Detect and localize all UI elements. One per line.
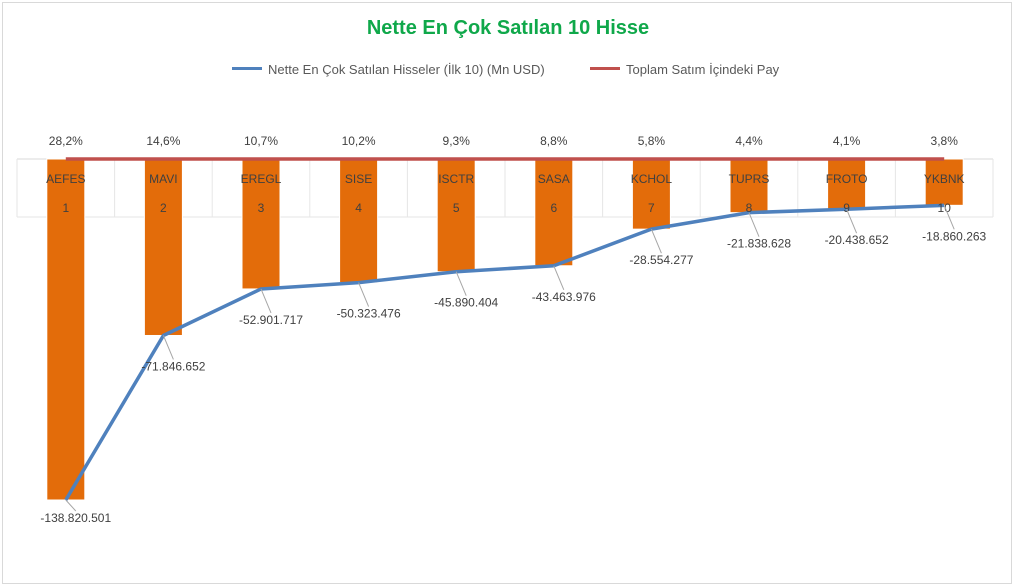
- leader-line: [748, 212, 760, 237]
- value-data-label: -20.438.652: [825, 233, 889, 247]
- leader-line: [943, 205, 955, 230]
- rank-label: 4: [355, 201, 362, 215]
- category-label: KCHOL: [631, 172, 673, 186]
- leader-line: [650, 228, 662, 254]
- legend-swatch-blue: [232, 67, 262, 71]
- share-data-label: 3,8%: [931, 134, 959, 148]
- value-data-label: -18.860.263: [922, 229, 986, 243]
- bar-tuprs: [729, 158, 769, 214]
- share-data-label: 8,8%: [540, 134, 568, 148]
- bar-aefes: [46, 158, 86, 501]
- legend: Nette En Çok Satılan Hisseler (İlk 10) (…: [0, 62, 1016, 80]
- legend-item-values: Nette En Çok Satılan Hisseler (İlk 10) (…: [232, 62, 545, 77]
- value-data-label: -43.463.976: [532, 290, 596, 304]
- category-label: SISE: [345, 172, 372, 186]
- value-data-label: -21.838.628: [727, 237, 791, 251]
- rank-label: 9: [843, 201, 850, 215]
- category-label: TUPRS: [729, 172, 770, 186]
- category-label: ISCTR: [438, 172, 474, 186]
- value-data-label: -28.554.277: [629, 253, 693, 267]
- share-data-label: 10,7%: [244, 134, 278, 148]
- share-data-label: 14,6%: [146, 134, 180, 148]
- category-label: EREGL: [241, 172, 282, 186]
- values-line: [64, 203, 945, 501]
- leader-line: [260, 288, 272, 314]
- bar-ykbnk: [924, 158, 964, 206]
- legend-swatch-red: [590, 67, 620, 71]
- share-data-label: 4,4%: [735, 134, 763, 148]
- category-label: YKBNK: [924, 172, 965, 186]
- rank-label: 10: [938, 201, 952, 215]
- rank-label: 5: [453, 201, 460, 215]
- leader-line: [65, 499, 77, 512]
- share-data-label: 10,2%: [342, 134, 376, 148]
- rank-label: 1: [62, 201, 69, 215]
- category-label: SASA: [538, 172, 570, 186]
- bar-isctr: [436, 158, 476, 273]
- rank-label: 2: [160, 201, 167, 215]
- leader-line: [455, 271, 467, 296]
- leader-line: [553, 265, 565, 290]
- share-data-label: 9,3%: [443, 134, 471, 148]
- leader-line: [358, 282, 370, 307]
- rank-label: 3: [258, 201, 265, 215]
- bar-eregl: [241, 158, 281, 290]
- value-data-label: -138.820.501: [40, 511, 111, 525]
- value-data-label: -52.901.717: [239, 313, 303, 327]
- value-data-label: -71.846.652: [141, 359, 205, 373]
- bar-mavi: [143, 158, 183, 336]
- legend-label-share: Toplam Satım İçindeki Pay: [626, 62, 780, 77]
- share-data-label: 5,8%: [638, 134, 666, 148]
- leader-line: [846, 209, 858, 234]
- share-data-label: 4,1%: [833, 134, 861, 148]
- category-label: MAVI: [149, 172, 177, 186]
- share-data-label: 28,2%: [49, 134, 83, 148]
- legend-label-values: Nette En Çok Satılan Hisseler (İlk 10) (…: [268, 62, 545, 77]
- value-data-label: -45.890.404: [434, 296, 498, 310]
- legend-item-share: Toplam Satım İçindeki Pay: [590, 62, 779, 77]
- category-label: FROTO: [826, 172, 868, 186]
- rank-label: 6: [550, 201, 557, 215]
- bar-sasa: [534, 158, 574, 267]
- rank-label: 7: [648, 201, 655, 215]
- rank-label: 8: [746, 201, 753, 215]
- value-data-label: -50.323.476: [337, 307, 401, 321]
- leader-line: [162, 335, 174, 360]
- bar-sise: [339, 158, 379, 284]
- chart-title: Nette En Çok Satılan 10 Hisse: [366, 17, 650, 39]
- category-label: AEFES: [46, 172, 85, 186]
- bar-kchol: [631, 158, 671, 230]
